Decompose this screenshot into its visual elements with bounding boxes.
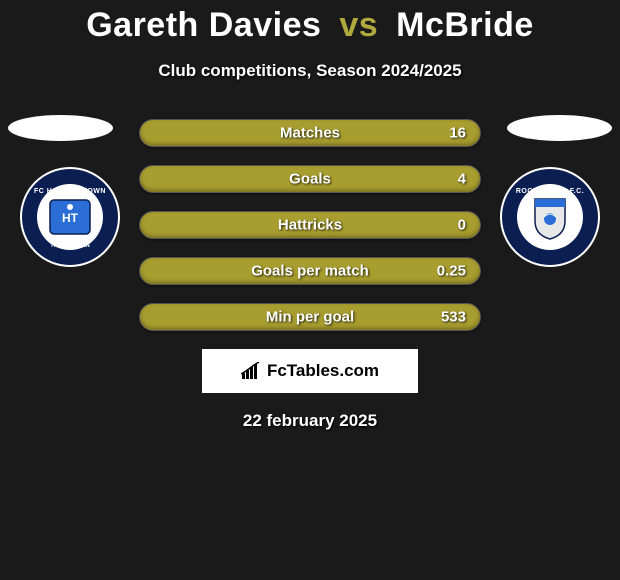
- comparison-title: Gareth Davies vs McBride: [0, 0, 620, 45]
- player2-oval: [507, 115, 612, 141]
- stat-label: Min per goal: [266, 309, 354, 326]
- vs-text: vs: [339, 6, 378, 44]
- main-area: FC HALIFAX TOWN THE SHAYMEN HT ROCHDALE …: [0, 119, 620, 431]
- stat-label: Matches: [280, 125, 340, 142]
- player2-name: McBride: [396, 6, 534, 44]
- svg-text:HT: HT: [62, 211, 79, 225]
- player1-name: Gareth Davies: [86, 6, 321, 44]
- svg-text:THE SHAYMEN: THE SHAYMEN: [50, 243, 90, 249]
- halifax-badge-icon: FC HALIFAX TOWN THE SHAYMEN HT: [20, 167, 120, 267]
- stat-value: 0.25: [437, 263, 466, 280]
- rochdale-badge-icon: ROCHDALE A.F.C. THE DALE: [500, 167, 600, 267]
- bar-chart-icon: [241, 362, 263, 380]
- date-text: 22 february 2025: [0, 411, 620, 431]
- stat-bar-goals-per-match: Goals per match 0.25: [139, 257, 481, 285]
- club-badge-left: FC HALIFAX TOWN THE SHAYMEN HT: [20, 167, 120, 267]
- stat-value: 4: [458, 171, 466, 188]
- stat-value: 533: [441, 309, 466, 326]
- svg-text:FC HALIFAX TOWN: FC HALIFAX TOWN: [34, 188, 106, 195]
- stat-label: Goals: [289, 171, 331, 188]
- brand-text: FcTables.com: [267, 361, 379, 381]
- brand-box: FcTables.com: [202, 349, 418, 393]
- stat-bar-min-per-goal: Min per goal 533: [139, 303, 481, 331]
- club-badge-right: ROCHDALE A.F.C. THE DALE: [500, 167, 600, 267]
- stat-label: Hattricks: [278, 217, 342, 234]
- stat-label: Goals per match: [251, 263, 369, 280]
- subtitle: Club competitions, Season 2024/2025: [0, 61, 620, 81]
- player1-oval: [8, 115, 113, 141]
- svg-text:THE DALE: THE DALE: [535, 243, 565, 249]
- svg-text:ROCHDALE A.F.C.: ROCHDALE A.F.C.: [516, 188, 584, 195]
- stat-bar-matches: Matches 16: [139, 119, 481, 147]
- stat-bar-hattricks: Hattricks 0: [139, 211, 481, 239]
- stat-value: 0: [458, 217, 466, 234]
- stat-bar-goals: Goals 4: [139, 165, 481, 193]
- stat-value: 16: [449, 125, 466, 142]
- stat-bars: Matches 16 Goals 4 Hattricks 0 Goals per…: [139, 119, 481, 331]
